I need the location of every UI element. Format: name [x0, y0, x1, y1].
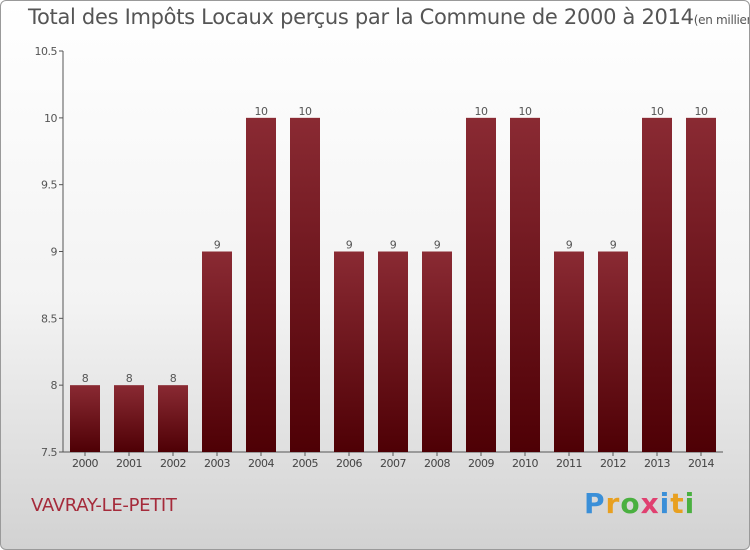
- x-tick-label: 2014: [688, 457, 714, 470]
- x-tick-label: 2008: [424, 457, 450, 470]
- y-tick-label: 9: [51, 246, 58, 259]
- x-tick-label: 2005: [292, 457, 318, 470]
- bar: [642, 117, 672, 452]
- y-tick-label: 10.5: [35, 45, 58, 58]
- data-label: 10: [651, 105, 664, 118]
- commune-name: VAVRAY-LE-PETIT: [31, 495, 177, 516]
- data-label: 9: [566, 239, 573, 252]
- x-tick-label: 2009: [468, 457, 494, 470]
- bar: [158, 385, 188, 452]
- chart-data-labels: 8 8 8 9 10 10 9 9 9 10 10 9 9 10 10: [82, 105, 709, 385]
- bar: [114, 385, 144, 452]
- data-label: 9: [610, 239, 617, 252]
- data-label: 9: [346, 239, 353, 252]
- x-tick-label: 2000: [72, 457, 98, 470]
- x-tick-label: 2007: [380, 457, 406, 470]
- logo-letter: i: [684, 487, 696, 520]
- bar: [422, 251, 452, 452]
- chart-title: Total des Impôts Locaux perçus par la Co…: [28, 5, 749, 29]
- data-label: 10: [255, 105, 268, 118]
- y-tick-label: 8: [51, 379, 58, 392]
- bar: [686, 117, 716, 452]
- data-label: 8: [170, 372, 177, 385]
- chart-title-text: Total des Impôts Locaux perçus par la Co…: [28, 5, 694, 29]
- bar: [334, 251, 364, 452]
- y-tick-label: 10: [44, 112, 57, 125]
- logo-letter: r: [605, 487, 621, 520]
- x-tick-label: 2010: [512, 457, 538, 470]
- bar: [510, 117, 540, 452]
- logo-letter: t: [670, 487, 685, 520]
- bar: [598, 251, 628, 452]
- bar: [290, 117, 320, 452]
- x-tick-label: 2001: [116, 457, 142, 470]
- logo-letter: P: [584, 487, 606, 520]
- data-label: 8: [126, 372, 133, 385]
- chart-title-unit: (en milliers d'€): [693, 13, 749, 27]
- data-label: 10: [475, 105, 488, 118]
- x-tick-label: 2002: [160, 457, 186, 470]
- bar: [466, 117, 496, 452]
- y-tick-label: 7.5: [41, 446, 57, 459]
- bar: [378, 251, 408, 452]
- x-tick-label: 2013: [644, 457, 670, 470]
- logo-letter: x: [640, 487, 660, 520]
- y-tick-label: 9.5: [41, 179, 57, 192]
- data-label: 9: [390, 239, 397, 252]
- x-tick-label: 2011: [556, 457, 582, 470]
- x-tick-label: 2006: [336, 457, 362, 470]
- bar: [70, 385, 100, 452]
- proxiti-logo: Proxiti: [584, 487, 695, 520]
- x-tick-label: 2012: [600, 457, 626, 470]
- x-tick-label: 2003: [204, 457, 230, 470]
- chart-axes: 7.5 8 8.5 9 9.5 10 10.5 2000 2001 2002 2003 2004 200…: [35, 45, 723, 470]
- bar: [202, 251, 232, 452]
- logo-letter: i: [659, 487, 671, 520]
- x-tick-label: 2004: [248, 457, 274, 470]
- y-tick-label: 8.5: [41, 312, 57, 325]
- data-label: 9: [434, 239, 441, 252]
- data-label: 10: [519, 105, 532, 118]
- bar: [246, 117, 276, 452]
- data-label: 9: [214, 239, 221, 252]
- bar: [554, 251, 584, 452]
- chart-bars: [70, 117, 716, 452]
- data-label: 8: [82, 372, 89, 385]
- data-label: 10: [695, 105, 708, 118]
- logo-letter: o: [620, 487, 641, 520]
- data-label: 10: [299, 105, 312, 118]
